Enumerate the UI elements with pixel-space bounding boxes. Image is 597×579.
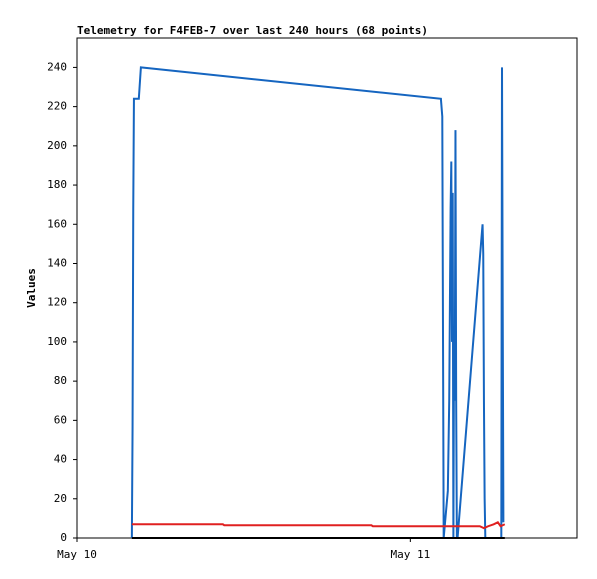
y-tick-label: 160 <box>47 217 67 230</box>
series-line <box>130 66 505 539</box>
y-tick-label: 180 <box>47 178 67 191</box>
y-tick-label: 220 <box>47 100 67 113</box>
y-tick-label: 80 <box>54 374 67 387</box>
y-tick-label: 240 <box>47 60 67 73</box>
y-tick-label: 40 <box>54 453 67 466</box>
y-tick-label: 100 <box>47 335 67 348</box>
x-tick-label: May 10 <box>57 548 97 561</box>
y-axis-label: Values <box>25 268 38 308</box>
y-tick-label: 60 <box>54 413 67 426</box>
y-tick-label: 0 <box>60 531 67 544</box>
y-tick-label: 200 <box>47 139 67 152</box>
y-tick-label: 20 <box>54 492 67 505</box>
y-tick-label: 140 <box>47 256 67 269</box>
y-tick-label: 120 <box>47 296 67 309</box>
x-tick-label: May 11 <box>390 548 430 561</box>
series-line <box>131 521 506 530</box>
chart-title: Telemetry for F4FEB-7 over last 240 hour… <box>77 24 428 37</box>
